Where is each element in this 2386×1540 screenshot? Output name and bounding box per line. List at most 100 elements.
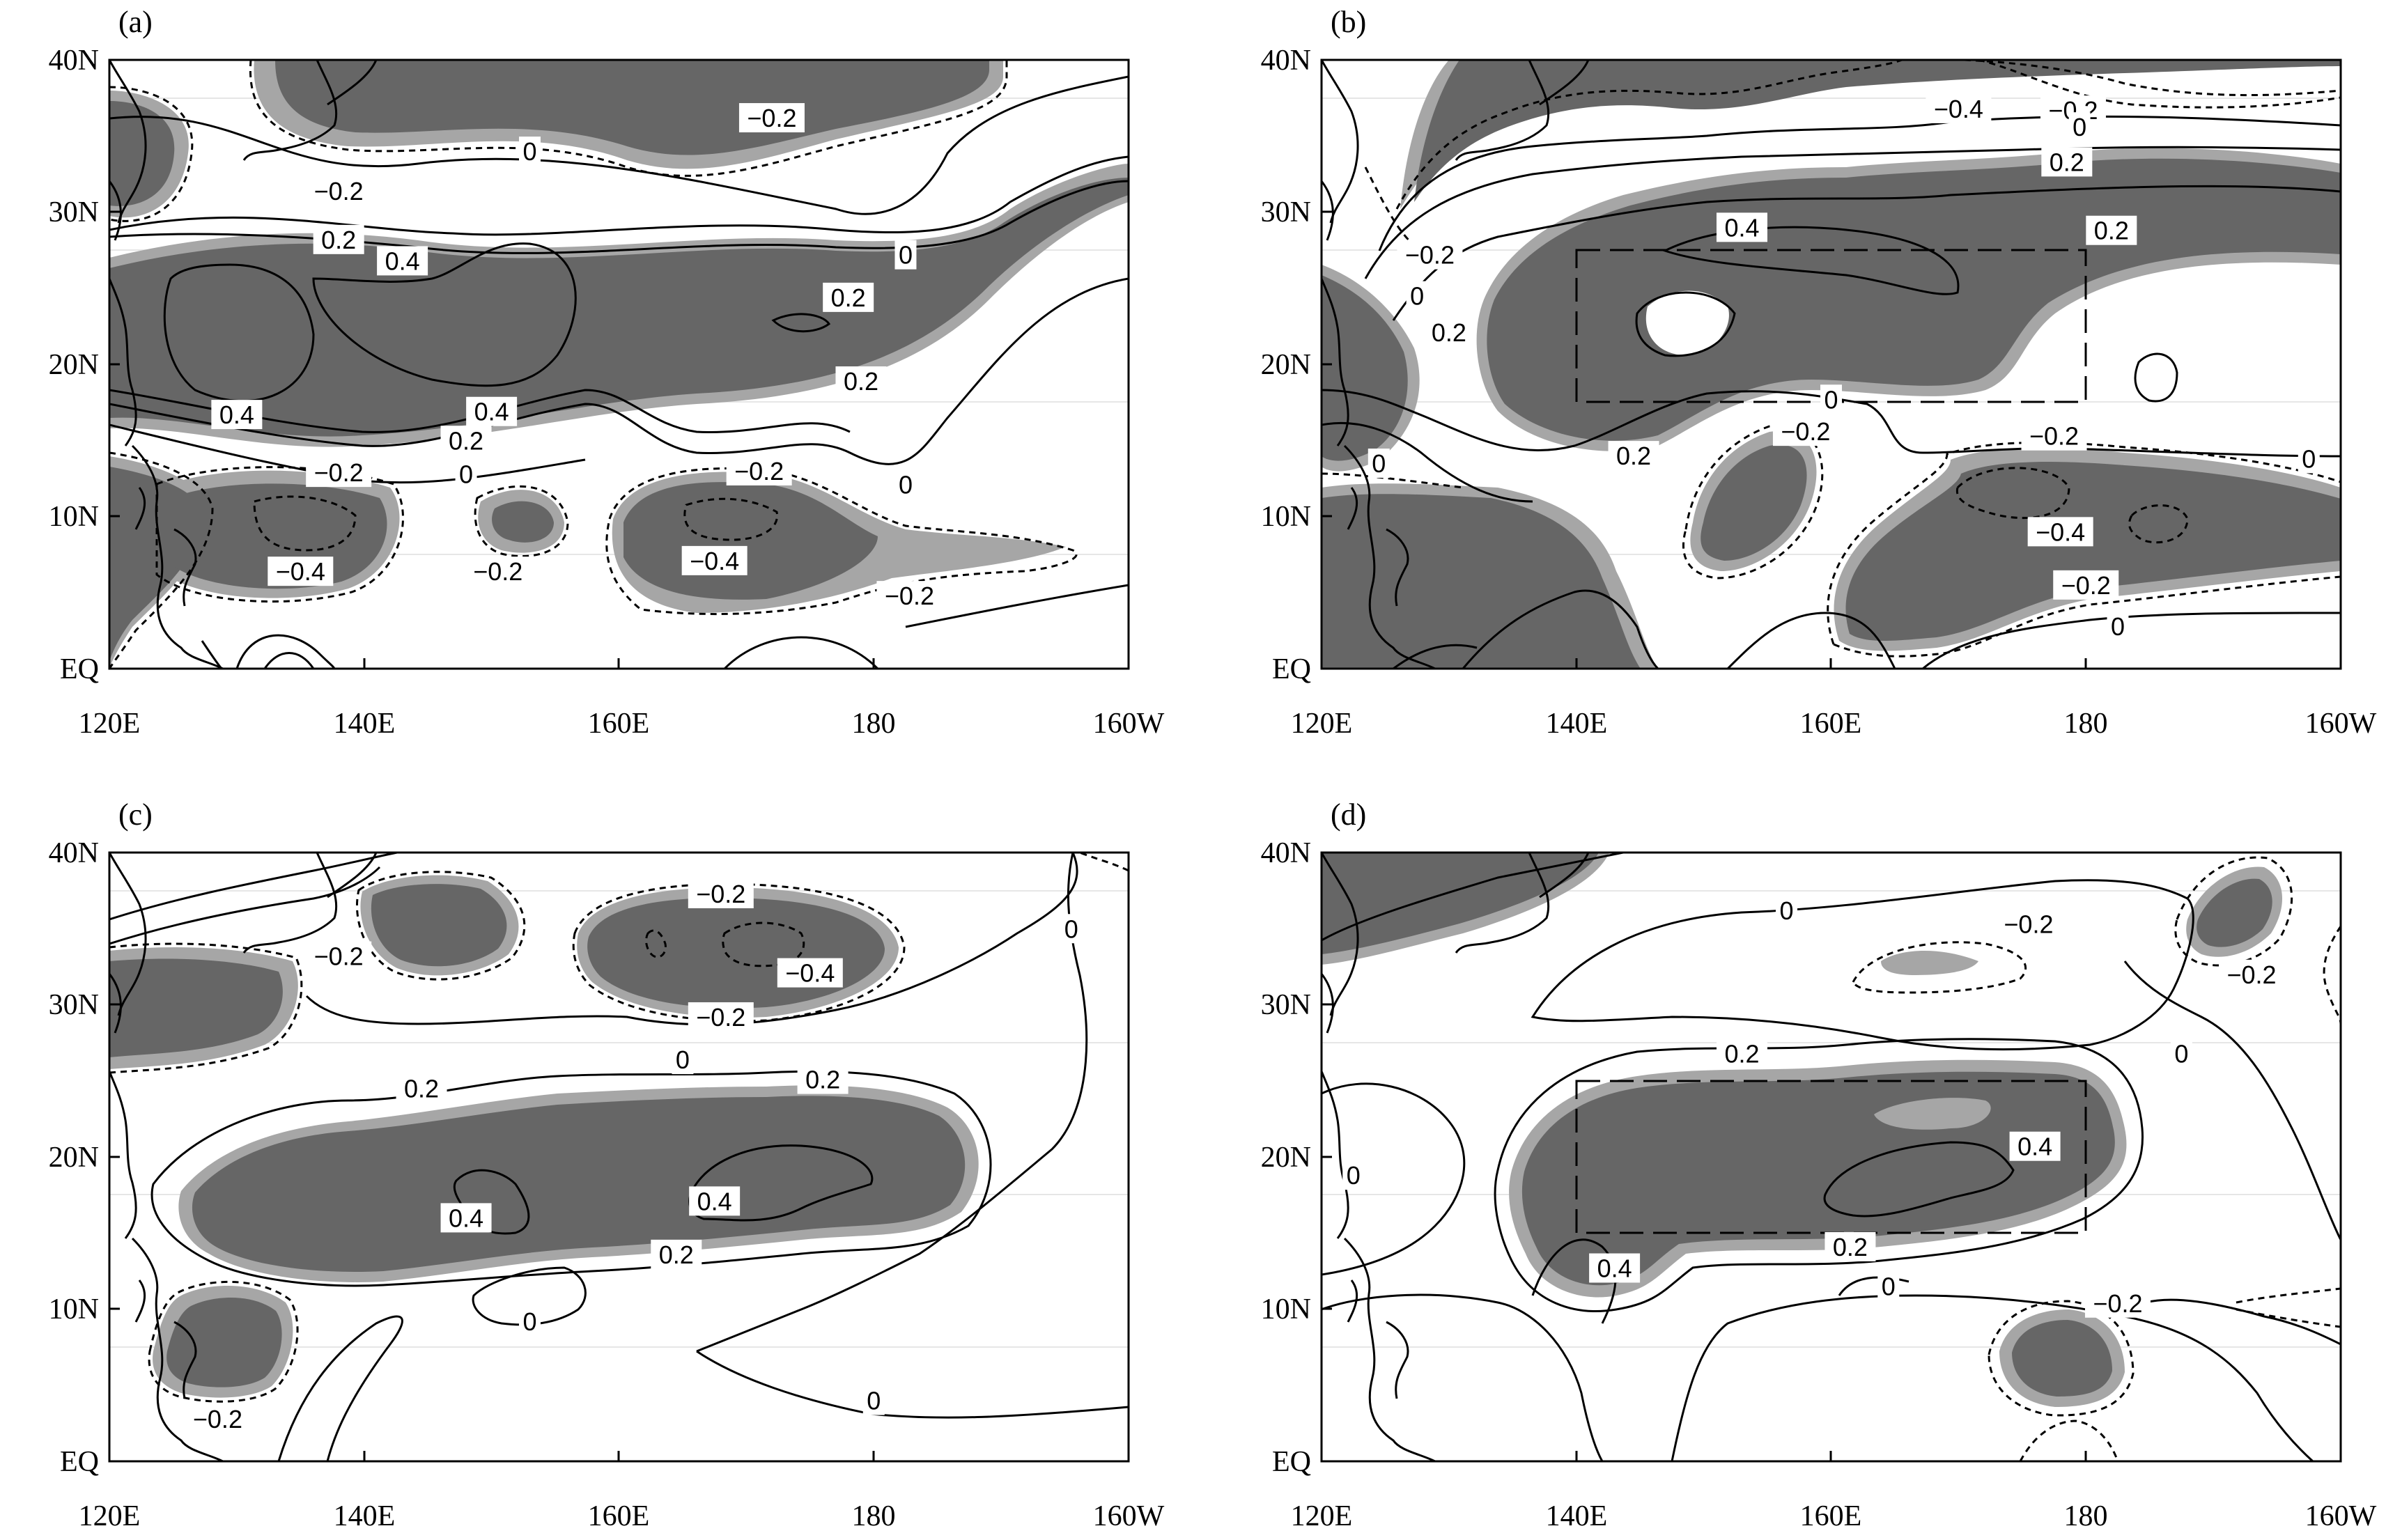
shade-dark [371,884,507,967]
contour-label-box [688,1002,754,1032]
contour-label-text: 0 [1410,282,1424,311]
panel-a: (a) 120E 140E 160E 180 160W 40N 30N 20N … [49,5,1165,740]
shade-dark [1414,60,2341,202]
contour-label-box [1825,1231,1876,1261]
contour-label-text: 0.4 [697,1187,732,1215]
contour-label-box [1397,240,1463,270]
contour-label-box [672,1045,694,1075]
shade-light [1645,290,1729,355]
contour-label: 0.2 [313,224,364,254]
contour-label: 0.2 [2086,215,2137,245]
contour-label-text: 0 [2073,113,2086,141]
panel-c: (c) 120E 140E 160E 180 160W 40N 30N 20N … [49,798,1165,1532]
contour-label-box [1995,909,2061,939]
x-tick-label: 120E [1291,708,1353,740]
x-tick-label: 120E [1291,1500,1353,1532]
contour-label-text: 0.2 [2050,148,2084,176]
panel-d-x-tick-labels: 120E 140E 160E 180 160W [1291,1500,2377,1532]
contour-label-box [876,581,943,611]
contour-label: 0 [862,1385,885,1415]
contour-label: −0.4 [777,958,843,988]
contour-label-box [518,137,541,166]
contour-label: 0 [894,469,917,499]
contour-label-box [1772,417,1838,446]
y-tick-label: EQ [60,1446,99,1478]
contour-label: −0.2 [1995,909,2061,939]
contour-label-box [313,224,364,254]
panel-d-coastline [1322,853,1590,1461]
shade-light [1874,1098,1991,1130]
shade-dark [1701,444,1807,561]
x-tick-label: 160W [1093,1500,1165,1532]
contour-label-box [466,396,518,426]
panel-d-dashed-contours [1852,856,2341,1461]
contour-label-box [1716,212,1767,242]
panel-c-tick-marks [108,851,1130,1463]
contour-label: −0.2 [2053,570,2119,600]
contour-label-text: 0 [1372,449,1386,478]
panel-a-x-tick-labels: 120E 140E 160E 180 160W [79,708,1165,740]
contour-label-text: 0.2 [2094,217,2129,245]
shade-dark [1322,853,1599,954]
y-tick-label: 30N [49,196,99,228]
contour-label: 0.4 [211,400,263,430]
shade-dark [109,178,1129,437]
contour-label: −0.2 [1772,417,1838,446]
contour-label-text: 0.2 [404,1075,439,1103]
panel-d: (d) 120E 140E 160E 180 160W 40N 30N 20N … [1261,798,2377,1532]
contour-label-text: 0 [2111,612,2125,641]
contour-label: 0.2 [396,1073,447,1103]
contour-label: 0 [1060,914,1083,944]
x-tick-label: 160E [1800,1500,1862,1532]
contour-label-box [440,1203,492,1233]
contour-label-text: 0 [867,1387,881,1415]
contour-label: 0 [1368,449,1390,479]
contour-label-text: 0.2 [805,1066,840,1094]
contour-label-text: −0.2 [2226,960,2276,989]
contour-label: 0.4 [689,1186,741,1216]
contour-label-text: 0 [522,137,536,166]
contour-label-text: −0.2 [314,942,364,971]
contour-label: 0 [1877,1271,1900,1301]
x-tick-label: 160E [588,1500,650,1532]
shade-dark [2197,878,2272,947]
contour-label-box [2218,959,2284,989]
contour-label: 0.2 [1608,441,1659,471]
contour-label-text: 0.2 [659,1240,694,1269]
x-tick-label: 140E [334,1500,396,1532]
contour-label: 0.4 [2009,1131,2061,1161]
panel-b-plot [1322,60,2341,669]
contour-label-text: 0.2 [1616,442,1651,470]
y-tick-label: 10N [1261,501,1311,533]
x-tick-label: 120E [79,708,141,740]
contour-label-box [1820,384,1842,414]
contour-label: 0.4 [1716,212,1767,242]
contour-label: −0.2 [2218,959,2284,989]
contour-label-box [2298,444,2320,474]
y-tick-label: EQ [60,653,99,685]
panel-d-y-tick-labels: 40N 30N 20N 10N EQ [1261,837,1311,1478]
shade-dark [109,958,283,1057]
contour-label-box [738,103,805,133]
contour-label-text: 0.2 [1833,1233,1868,1261]
contour-label-box [1368,449,1390,479]
panel-b-contour-labels: −0.4 −0.200.20.4 0.2−0.200.20−0.2 −0.20.20 0… [1368,93,2320,641]
contour-label-text: 0.4 [2017,1133,2052,1161]
contour-label-text: −0.2 [314,458,364,487]
contour-label-box [2041,147,2093,177]
contour-label: −0.2 [185,1403,251,1433]
contour-label-text: 0.4 [385,247,420,275]
x-tick-label: 120E [79,1500,141,1532]
shade-dark [492,501,554,543]
contour-label-text: 0.2 [449,426,483,455]
panel-a-y-tick-labels: 40N 30N 20N 10N EQ [49,45,99,685]
contour-label-box [1775,896,1797,926]
contour-label-text: 0 [899,471,913,499]
panel-b: (b) 120E 140E 160E 180 160W 40N 30N 20N … [1261,5,2377,740]
contour-label-box [689,1186,741,1216]
contour-label-box [726,456,792,485]
contour-label-box [777,958,843,988]
shade-dark [275,60,989,155]
contour-label-box [2053,570,2119,600]
